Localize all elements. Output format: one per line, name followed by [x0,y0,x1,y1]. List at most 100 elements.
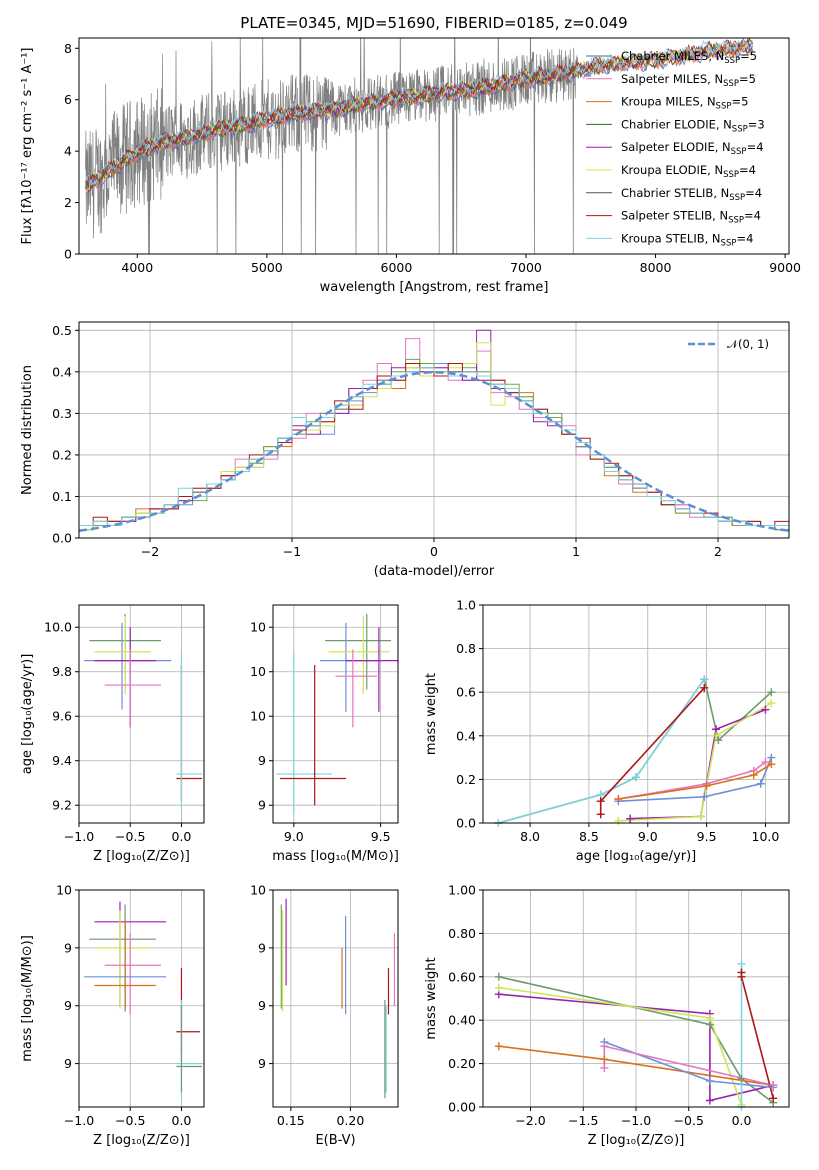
y-tick-label: 8 [64,41,72,56]
legend-entry: Kroupa STELIB, NSSP=4 [621,231,753,248]
panel-weight_vs_z: −2.0 −1.5 −1.0 −0.5 0.0 0.00 0.20 0.40 0.60 0.80 1… [424,883,790,1148]
y-tick-label: 9 [64,940,72,955]
x-axis-label: mass [log₁₀(M/M⊙)] [272,849,399,864]
panel-mass_vs_ebv: 0.15 0.20 9 9 9 10 E(B-V) [250,883,399,1148]
x-tick-label: −1.0 [64,1113,94,1128]
y-axis-label: age [log₁₀(age/yr)] [20,654,35,775]
weight-marker [600,1063,609,1072]
y-tick-label: 10 [250,620,266,635]
y-tick-label: 9 [64,998,72,1013]
x-tick-label: 9.0 [284,829,304,844]
weight-marker [749,771,758,780]
x-tick-label: 8.5 [579,829,599,844]
y-tick-label: 9.6 [52,709,72,724]
weight-line [498,678,705,823]
x-tick-label: 0.0 [172,1113,192,1128]
x-tick-label: −1.5 [568,1113,598,1128]
errorbar-cross [176,665,202,801]
y-tick-label: 4 [64,144,72,159]
y-tick-label: 9.4 [52,753,72,768]
x-tick-label: 10.0 [752,829,780,844]
axes-frame [482,889,790,1108]
x-tick-label: 1 [572,544,580,559]
panel-age_vs_z: −1.0 −0.5 0.0 9.2 9.4 9.6 9.8 10.0 Z [log₁₀(Z/Z⊙… [20,604,205,864]
errorbar-cross [176,651,202,810]
x-axis-label: E(B-V) [315,1133,355,1148]
x-tick-label: 4000 [121,260,153,275]
weight-marker [600,1042,609,1051]
panel-residuals: −2 −1 0 1 2 0.0 0.1 0.2 0.3 0.4 0.5 (data-model)/er… [20,321,790,579]
y-tick-label: 9 [258,940,266,955]
legend-entry: 𝒩(0, 1) [727,337,769,351]
weight-marker [494,983,503,992]
y-tick-label: 0.3 [52,406,72,421]
x-tick-label: −0.5 [115,1113,145,1128]
x-tick-label: 9.5 [371,829,391,844]
x-tick-label: −1 [283,544,301,559]
weight-marker [769,1081,778,1090]
weight-marker [632,773,640,782]
y-tick-label: 0.40 [448,1013,476,1028]
y-tick-label: 0.0 [456,816,476,831]
x-tick-label: 0 [430,544,438,559]
panel-age_vs_mass: 9.0 9.5 9 9 10 10 10 mass [log₁₀(M/M⊙)] [250,604,399,864]
plot-area [79,329,789,532]
gaussian-curve [79,371,789,532]
errorbar-cross [345,627,398,712]
weight-marker [712,731,721,740]
weight-marker [600,1055,609,1064]
x-axis-label: age [log₁₀(age/yr)] [576,849,697,864]
legend-entry: Salpeter STELIB, NSSP=4 [621,209,761,226]
weight-marker [767,699,776,708]
errorbar-cross [328,616,390,694]
legend-entry: Kroupa MILES, NSSP=5 [621,95,748,112]
weight-marker [761,705,770,714]
weight-line [498,677,772,823]
weight-marker [700,792,709,801]
observed-spectrum [85,38,578,254]
y-tick-label: 0.80 [448,926,476,941]
x-tick-label: 9000 [769,260,801,275]
y-axis-label: mass [log₁₀(M/M⊙)] [20,935,35,1062]
y-tick-label: 9 [258,998,266,1013]
y-tick-label: 0.2 [52,447,72,462]
weight-marker [700,675,709,684]
y-tick-label: 0.0 [52,531,72,546]
y-tick-label: 0.4 [456,728,476,743]
x-tick-label: 8.0 [520,829,540,844]
plot-area [84,901,202,1099]
x-axis-label: Z [log₁₀(Z/Z⊙)] [93,1133,190,1148]
x-tick-label: 0.20 [336,1113,364,1128]
y-tick-label: 0.60 [448,969,476,984]
plot-area [498,677,773,823]
x-tick-label: 7000 [510,260,542,275]
x-tick-label: 9.5 [697,829,717,844]
y-tick-label: 9.2 [52,798,72,813]
errorbar-cross [335,649,378,728]
x-tick-label: −0.5 [115,829,145,844]
axes-frame [78,321,790,539]
axes-frame [78,37,790,255]
axes-frame [78,604,205,824]
axes-frame [272,604,399,824]
weight-marker [696,812,705,821]
errorbar-cross [279,665,346,806]
errorbar-cross [319,622,381,712]
errorbar-cross [104,933,161,1015]
errorbar-cross [276,651,333,815]
weight-marker [705,1014,714,1023]
y-tick-label: 10 [56,883,72,898]
x-tick-label: 8000 [640,260,672,275]
errorbar-cross [176,1005,202,1093]
legend: 𝒩(0, 1) [688,337,769,351]
weight-marker [614,816,623,825]
weight-marker [769,1094,778,1103]
x-axis-label: Z [log₁₀(Z/Z⊙)] [93,849,190,864]
x-tick-label: −2.0 [515,1113,545,1128]
weight-marker [494,972,503,981]
errorbar-cross [89,904,156,1012]
x-tick-label: −2 [141,544,159,559]
weight-marker [756,779,765,788]
y-tick-label: 0.1 [52,489,72,504]
weight-marker [596,797,605,806]
